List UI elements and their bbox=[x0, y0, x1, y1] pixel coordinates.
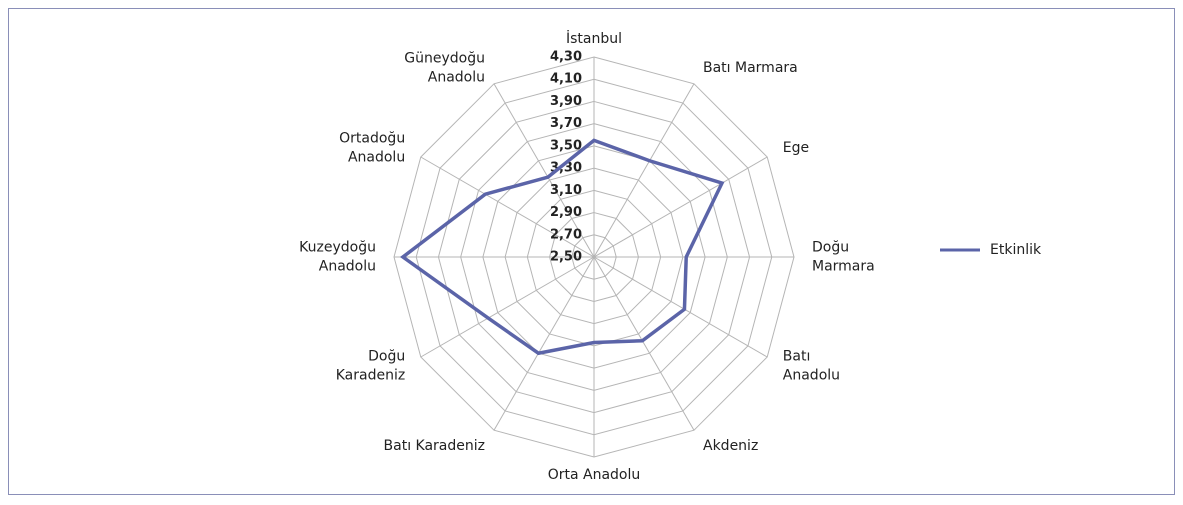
category-label: Ortadoğu Anadolu bbox=[339, 131, 405, 166]
category-label: Ege bbox=[783, 140, 809, 156]
category-label: İstanbul bbox=[566, 29, 622, 47]
spoke bbox=[493, 256, 595, 431]
y-tick-label: 3,30 bbox=[550, 161, 582, 176]
category-label: Batı Anadolu bbox=[783, 349, 840, 384]
spoke bbox=[593, 156, 768, 258]
category-label: Doğu Karadeniz bbox=[336, 349, 405, 384]
category-label: Doğu Marmara bbox=[812, 240, 875, 275]
y-tick-label: 3,90 bbox=[550, 94, 582, 109]
y-tick-label: 4,30 bbox=[550, 50, 582, 65]
y-tick-label: 2,50 bbox=[550, 250, 582, 265]
series-line bbox=[399, 138, 725, 356]
chart-frame bbox=[8, 8, 1175, 495]
y-tick-label: 4,10 bbox=[550, 72, 582, 87]
spoke bbox=[420, 256, 595, 358]
y-tick-label: 3,70 bbox=[550, 116, 582, 131]
spoke bbox=[493, 83, 595, 258]
spoke bbox=[593, 256, 768, 358]
y-tick-label: 2,70 bbox=[550, 227, 582, 242]
category-label: Batı Marmara bbox=[703, 60, 798, 76]
category-label: Akdeniz bbox=[703, 438, 758, 454]
category-label: Orta Anadolu bbox=[548, 467, 641, 483]
legend-label: Etkinlik bbox=[990, 242, 1042, 258]
y-tick-label: 2,90 bbox=[550, 205, 582, 220]
spoke bbox=[420, 156, 595, 258]
spoke bbox=[593, 83, 695, 258]
y-tick-label: 3,10 bbox=[550, 183, 582, 198]
category-label: Batı Karadeniz bbox=[384, 438, 485, 454]
category-label: Güneydoğu Anadolu bbox=[404, 51, 485, 86]
y-tick-label: 3,50 bbox=[550, 138, 582, 153]
spoke bbox=[593, 256, 695, 431]
category-label: Kuzeydoğu Anadolu bbox=[299, 240, 376, 275]
